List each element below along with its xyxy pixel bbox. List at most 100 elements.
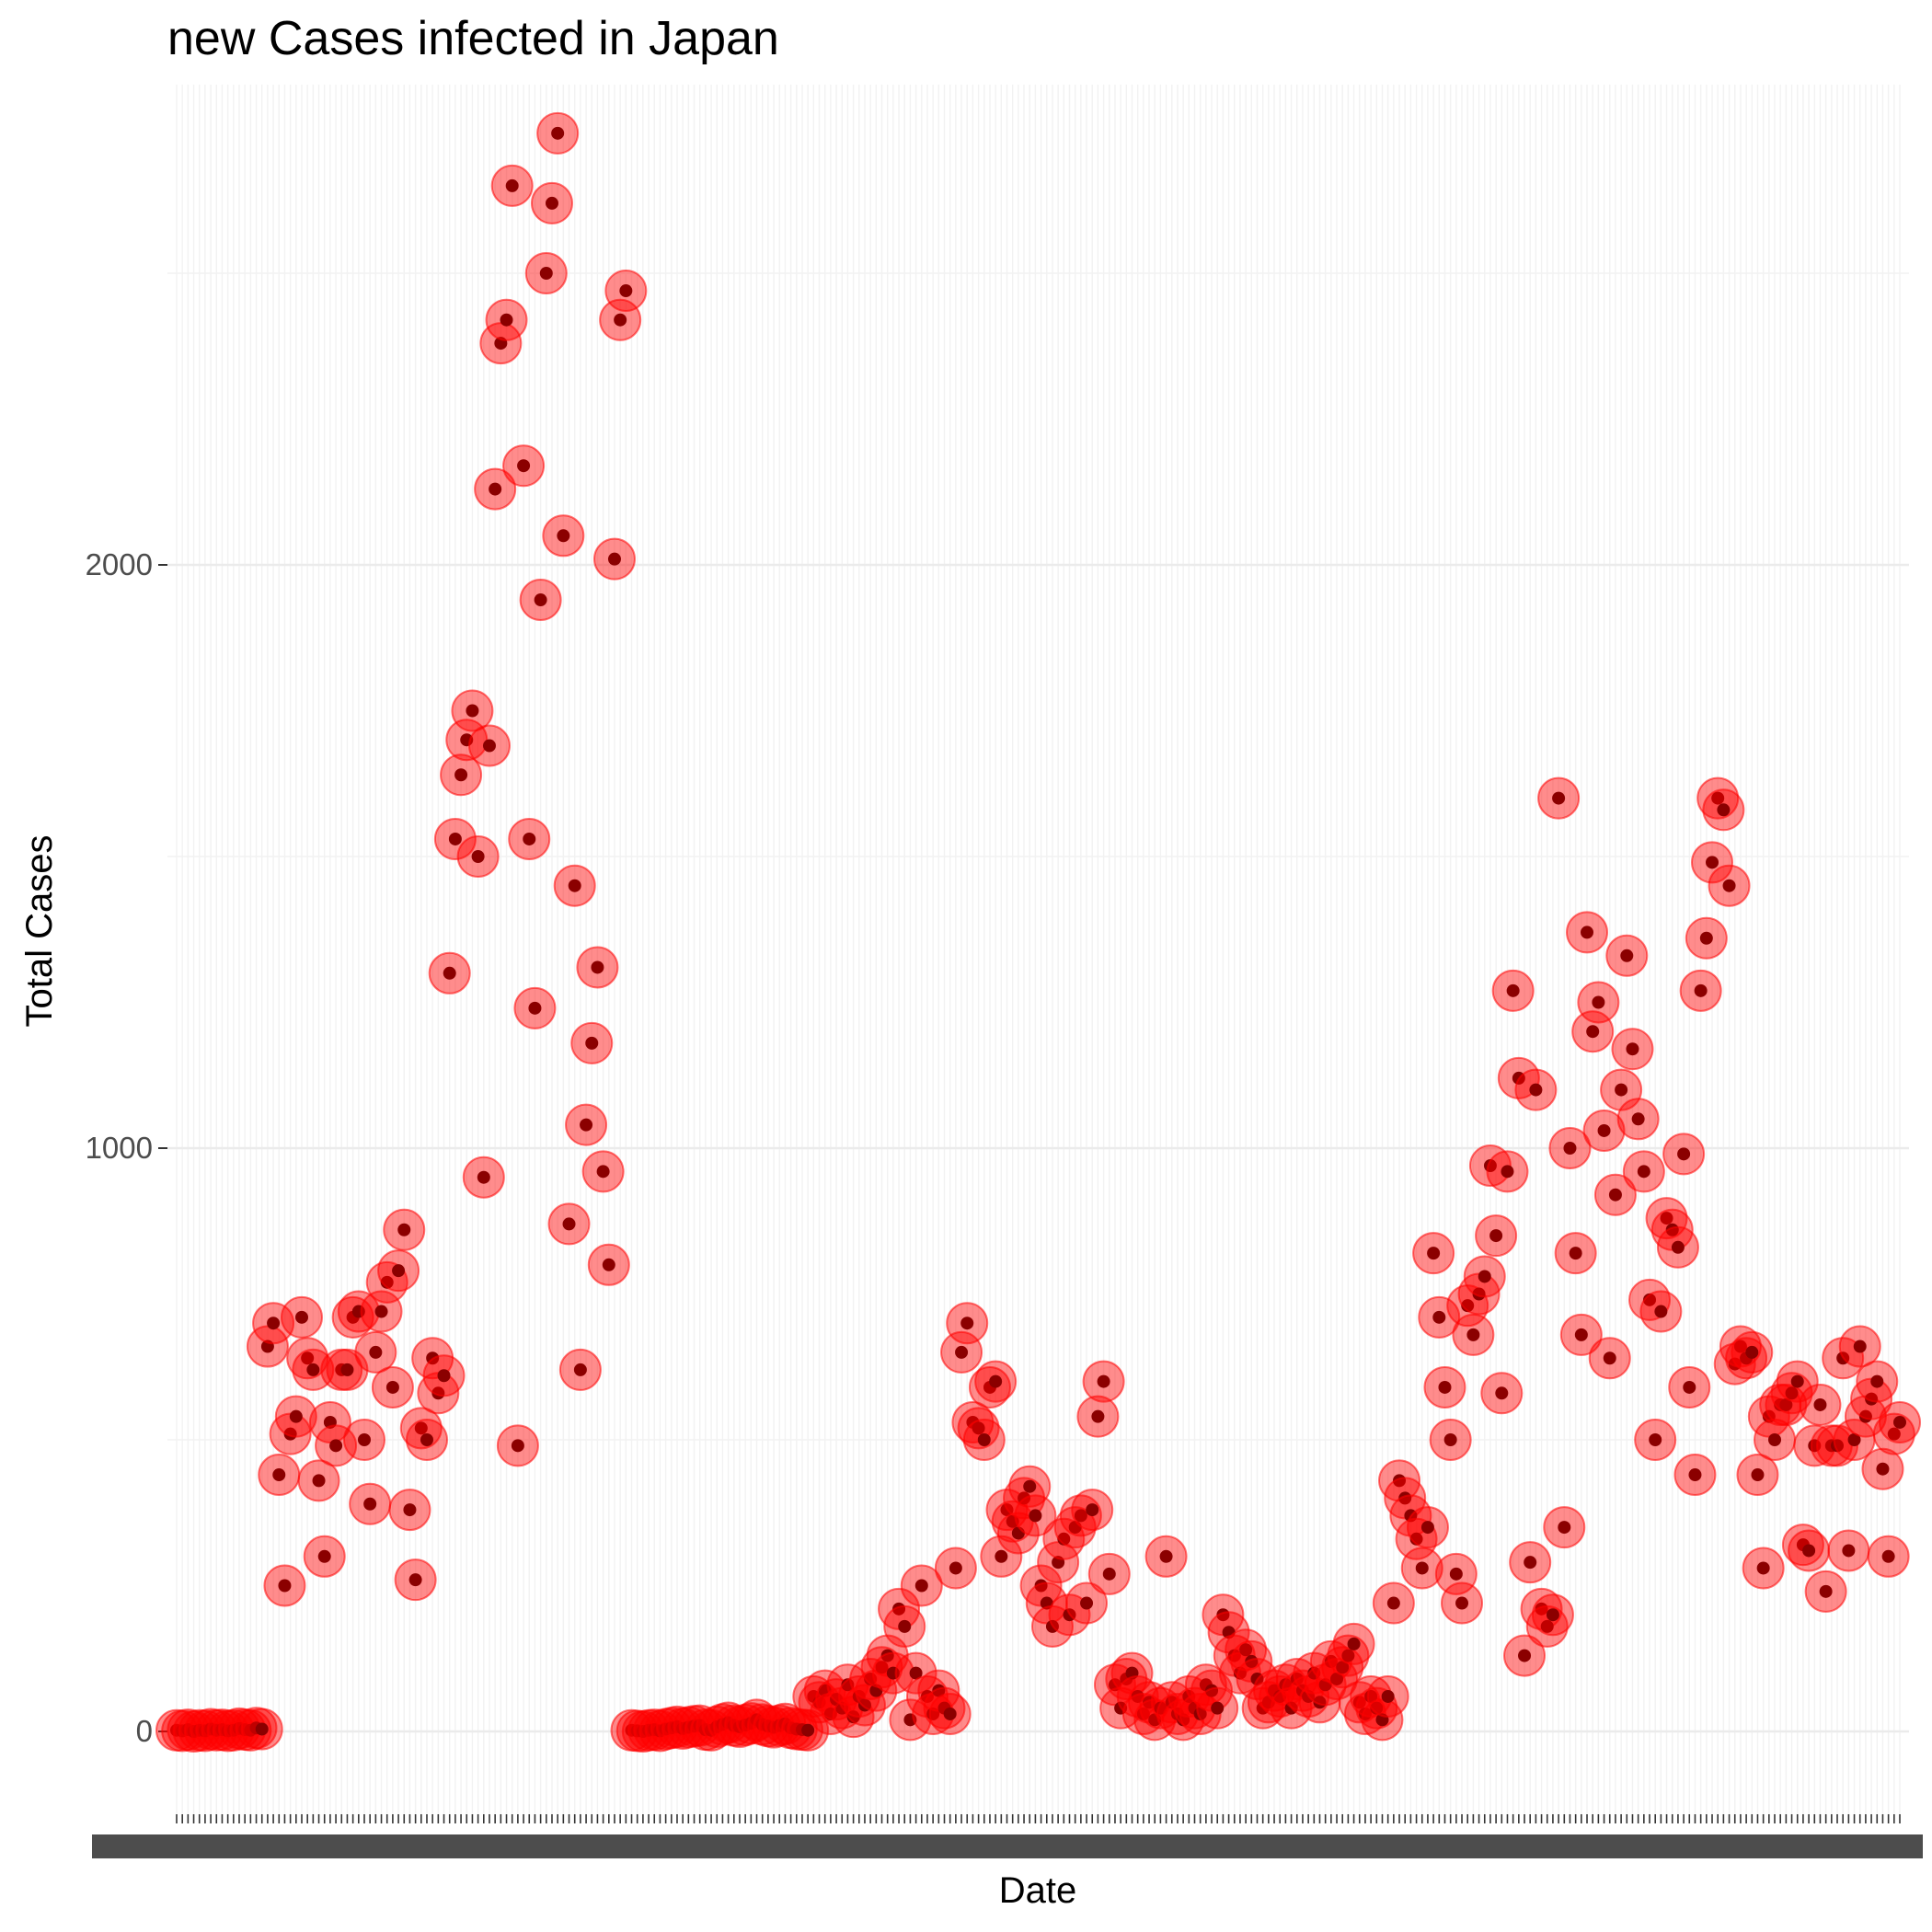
data-point	[1014, 1494, 1057, 1537]
data-point	[996, 1512, 1040, 1555]
data-point	[1593, 1173, 1637, 1216]
point-dot	[1802, 1544, 1816, 1558]
point-dot	[420, 1433, 433, 1446]
point-dot	[397, 1223, 411, 1236]
data-point	[547, 1202, 591, 1246]
data-point	[604, 270, 648, 313]
point-dot	[1455, 1596, 1469, 1610]
data-point	[1673, 1454, 1717, 1497]
data-point	[1144, 1535, 1188, 1578]
point-dot	[1501, 1165, 1514, 1179]
point-dot	[1819, 1584, 1833, 1598]
point-dot	[1489, 1229, 1503, 1243]
point-dot	[596, 1165, 610, 1179]
data-point	[1087, 1552, 1131, 1595]
point-dot	[614, 313, 627, 327]
point-dot	[1790, 1374, 1804, 1388]
point-dot	[1751, 1468, 1765, 1482]
data-point	[1605, 934, 1649, 977]
point-dot	[1239, 1643, 1253, 1657]
data-point	[1662, 1133, 1706, 1176]
data-point	[1378, 1459, 1421, 1502]
point-dot	[278, 1579, 292, 1593]
point-dot	[523, 832, 536, 845]
data-point	[258, 1454, 301, 1497]
minor-gridlines	[167, 85, 1909, 1814]
data-point	[1879, 1400, 1921, 1443]
data-point	[1833, 1419, 1876, 1461]
point-dot	[1330, 1672, 1344, 1685]
data-point	[433, 817, 477, 860]
data-point	[1861, 1447, 1904, 1490]
data-point	[1685, 916, 1728, 960]
point-dot	[943, 1707, 957, 1720]
point-dot	[1495, 1386, 1509, 1400]
data-point	[508, 817, 551, 860]
point-dot	[1711, 791, 1725, 805]
point-dot	[482, 739, 496, 753]
point-dot	[1887, 1427, 1901, 1441]
data-point	[297, 1459, 340, 1502]
data-point	[467, 724, 511, 767]
point-dot	[1785, 1386, 1799, 1400]
data-point	[263, 1564, 306, 1607]
data-point	[1788, 1529, 1831, 1572]
data-point	[1082, 1360, 1125, 1403]
point-dot	[1688, 1468, 1702, 1482]
data-point	[1827, 1529, 1870, 1572]
point-dot	[1080, 1596, 1094, 1610]
point-dot	[909, 1666, 923, 1680]
data-point	[1554, 1232, 1597, 1275]
data-point	[1856, 1360, 1899, 1403]
point-dot	[1881, 1549, 1895, 1563]
data-point	[1816, 1424, 1859, 1467]
data-point	[1441, 1581, 1484, 1625]
data-point	[1531, 1593, 1574, 1637]
point-dot	[545, 196, 558, 210]
point-dot	[1420, 1521, 1434, 1535]
y-axis: 0 1000 2000	[86, 547, 167, 1748]
point-dot	[255, 1722, 269, 1736]
data-point	[502, 444, 546, 488]
data-point	[524, 252, 568, 294]
point-dot	[1745, 1345, 1759, 1359]
data-point	[1423, 1365, 1466, 1409]
point-dot	[1443, 1433, 1457, 1446]
point-dot	[1649, 1433, 1662, 1446]
x-axis	[92, 1814, 1923, 1858]
data-point	[1691, 841, 1734, 884]
data-point	[1543, 1506, 1586, 1549]
point-dot	[1102, 1567, 1116, 1581]
data-point	[1491, 969, 1535, 1012]
point-dot	[955, 1345, 969, 1359]
data-point	[1486, 1150, 1529, 1193]
data-point	[1406, 1506, 1449, 1549]
point-dot	[1563, 1142, 1577, 1155]
point-dot	[1592, 995, 1605, 1009]
data-point	[1463, 1255, 1506, 1298]
point-dot	[454, 768, 468, 782]
data-point	[1065, 1581, 1109, 1625]
data-point	[1622, 1150, 1665, 1193]
point-dot	[511, 1439, 524, 1453]
point-dot	[602, 1258, 615, 1271]
point-dot	[557, 529, 570, 543]
point-dot	[1608, 1188, 1622, 1202]
point-dot	[1847, 1433, 1861, 1446]
data-point	[394, 1558, 437, 1602]
y-tick-label: 0	[136, 1714, 153, 1748]
point-dot	[573, 1363, 587, 1376]
point-dot	[1876, 1462, 1890, 1476]
data-point	[1736, 1454, 1779, 1497]
data-point	[456, 835, 500, 878]
point-dot	[505, 178, 519, 192]
point-dot	[1733, 1340, 1747, 1353]
point-dot	[1660, 1212, 1673, 1225]
point-dot	[1086, 1503, 1099, 1517]
point-dot	[1699, 931, 1713, 945]
point-dot	[294, 1310, 308, 1324]
data-point	[1509, 1541, 1552, 1584]
data-point	[1332, 1622, 1375, 1665]
point-dot	[528, 1001, 542, 1015]
point-dot	[369, 1345, 383, 1359]
